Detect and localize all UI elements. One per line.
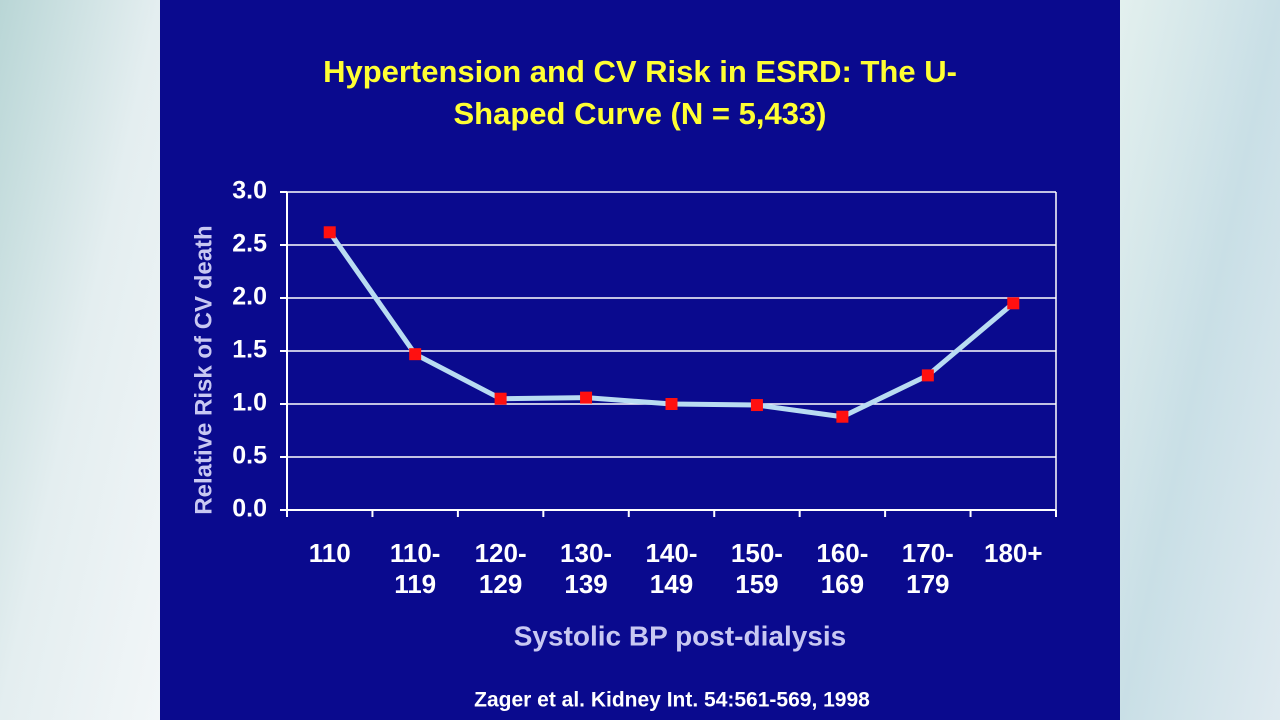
data-point [750,399,763,412]
data-point [665,398,678,410]
data-point [921,369,934,382]
x-tick-label: 110 [309,538,351,568]
x-axis-label: Systolic BP post-dialysis [514,620,847,651]
chart-title: Hypertension and CV Risk in ESRD: The U- [323,54,957,89]
chart-title: Shaped Curve (N = 5,433) [454,96,827,131]
data-point [836,410,849,423]
right-background [1120,0,1280,720]
y-tick-label: 0.5 [232,442,267,470]
x-tick-label: 170-179 [902,538,954,599]
x-tick-label: 150-159 [731,538,783,599]
y-tick-label: 2.0 [232,283,267,311]
y-tick-label: 1.5 [232,336,267,364]
data-point [323,226,336,239]
x-tick-label: 120-129 [475,538,527,599]
y-tick-label: 2.5 [232,230,267,258]
x-tick-label: 110-119 [390,538,441,599]
data-point [409,348,422,361]
x-tick-label: 160-169 [816,538,868,599]
y-tick-label: 0.0 [232,495,267,523]
x-tick-label: 130-139 [560,538,612,599]
data-point [494,392,507,405]
y-tick-label: 3.0 [232,177,267,205]
data-point [1007,297,1020,310]
data-point [580,391,593,404]
y-axis-label: Relative Risk of CV death [190,225,217,514]
x-tick-label: 140-149 [645,538,697,599]
x-tick-label: 180+ [984,538,1043,568]
left-background [0,0,160,720]
slide-panel [160,0,1120,720]
source-note: Zager et al. Kidney Int. 54:561-569, 199… [474,689,870,712]
y-tick-label: 1.0 [232,389,267,417]
